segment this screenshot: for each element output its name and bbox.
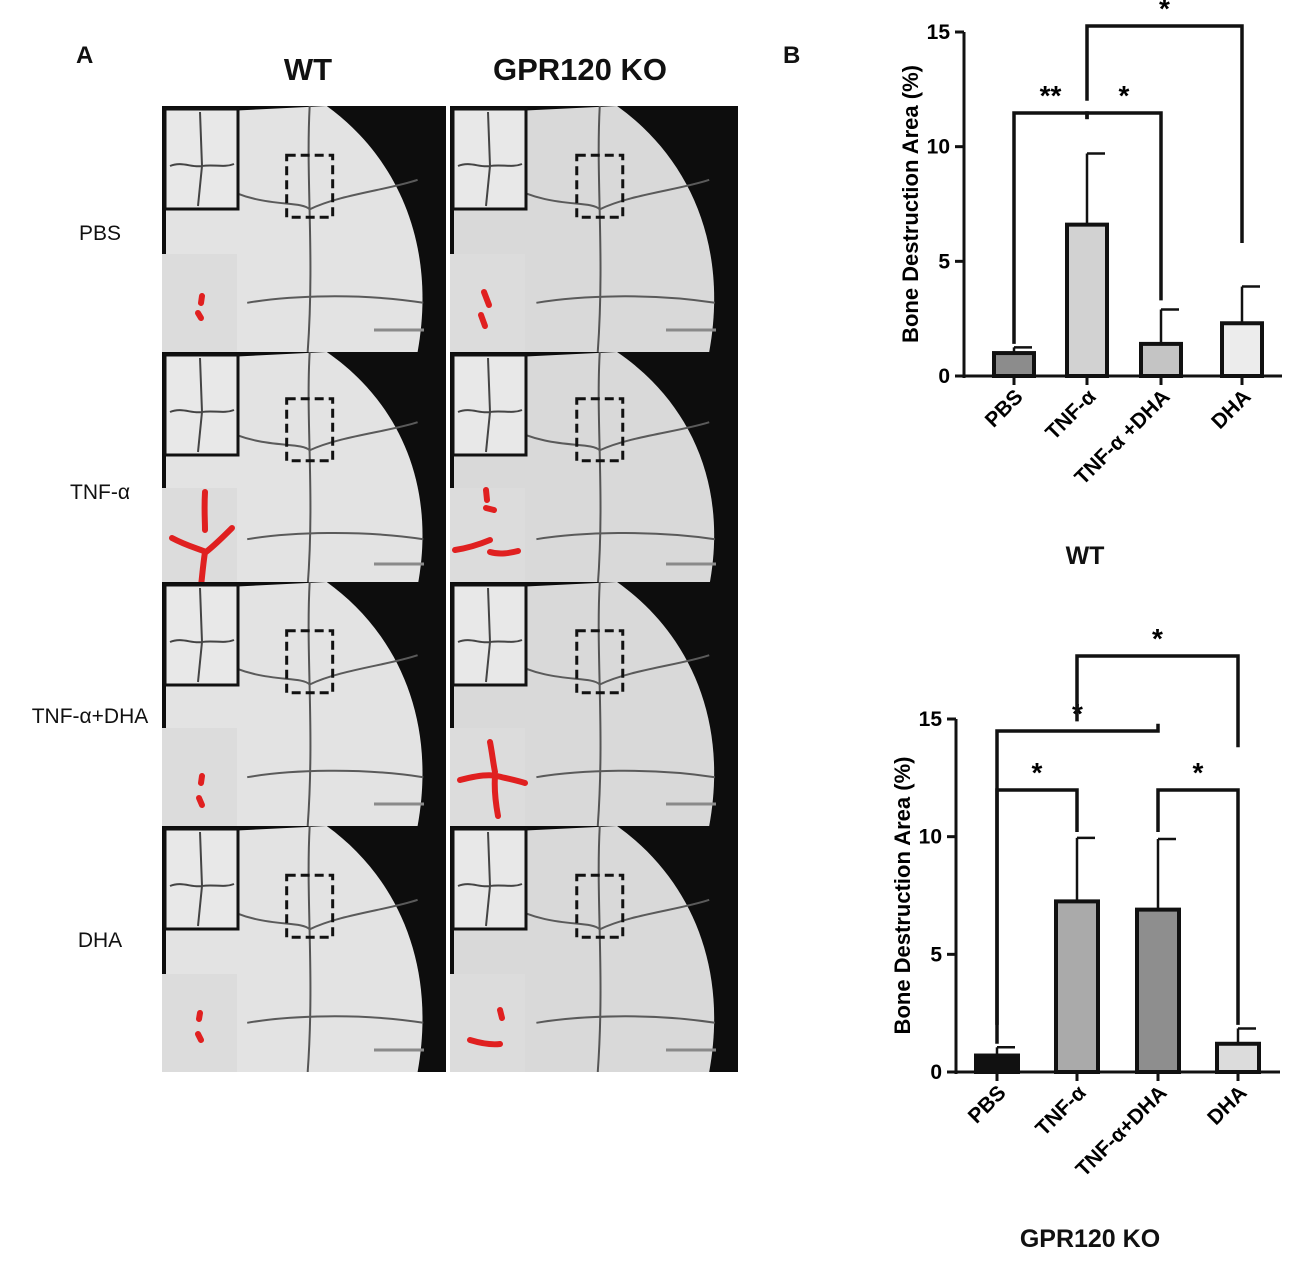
significance-label: * [1152,623,1163,654]
y-axis-label: Bone Destruction Area (%) [890,757,915,1035]
significance-label: * [1193,757,1204,788]
micro-ct-tile [450,106,738,352]
micro-ct-tile [450,582,738,826]
significance-label: * [1032,757,1043,788]
y-tick-label: 10 [927,136,950,159]
significance-label: * [1119,80,1130,111]
row-label-dha: DHA [77,929,123,952]
column-title-wt: WT [283,52,333,87]
significance-bracket [995,723,1160,1025]
bar [1215,1041,1261,1075]
bar [1135,907,1181,1074]
y-tick-label: 10 [919,826,942,849]
micro-ct-tile [162,106,446,352]
x-tick-label: DHA [1203,1081,1251,1129]
ko-chart-title: GPR120 KO [1019,1225,1161,1253]
bar [1139,341,1183,379]
wt-chart-title: WT [1065,542,1105,570]
significance-label: ** [1040,80,1062,111]
x-tick-label: PBS [964,1081,1011,1128]
significance-bracket [1075,654,1240,748]
bar [1220,321,1264,378]
bar [1054,899,1100,1074]
y-tick-label: 0 [930,1061,942,1084]
micro-ct-tile [162,352,446,586]
x-tick-label: TNF-α [1031,1081,1090,1140]
bar [992,351,1036,379]
panel-b-label: B [783,42,801,69]
x-tick-label: TNF-α [1041,385,1100,444]
y-tick-label: 5 [930,943,942,966]
significance-bracket [1085,111,1163,301]
row-label-pbs: PBS [78,222,122,245]
bar [974,1053,1020,1075]
y-tick-label: 15 [927,21,951,44]
y-tick-label: 0 [938,365,950,388]
significance-bracket [1156,788,1240,1025]
micro-ct-tile [162,582,446,826]
micro-ct-tile [162,826,446,1072]
panel-a-label: A [76,42,94,69]
y-tick-label: 5 [938,250,950,273]
y-tick-label: 15 [919,708,943,731]
x-tick-label: PBS [981,385,1028,432]
column-title-gpr120-ko: GPR120 KO [492,52,667,87]
bar [1065,222,1109,378]
significance-bracket [1085,24,1244,243]
micro-ct-tile [450,826,738,1072]
y-axis-label: Bone Destruction Area (%) [898,65,923,343]
significance-label: * [1159,0,1170,24]
row-label-tnf-dha: TNF-α+DHA [31,705,149,728]
x-tick-label: DHA [1207,385,1255,433]
row-label-tnf: TNF-α [70,481,130,504]
micro-ct-tile [450,352,738,586]
